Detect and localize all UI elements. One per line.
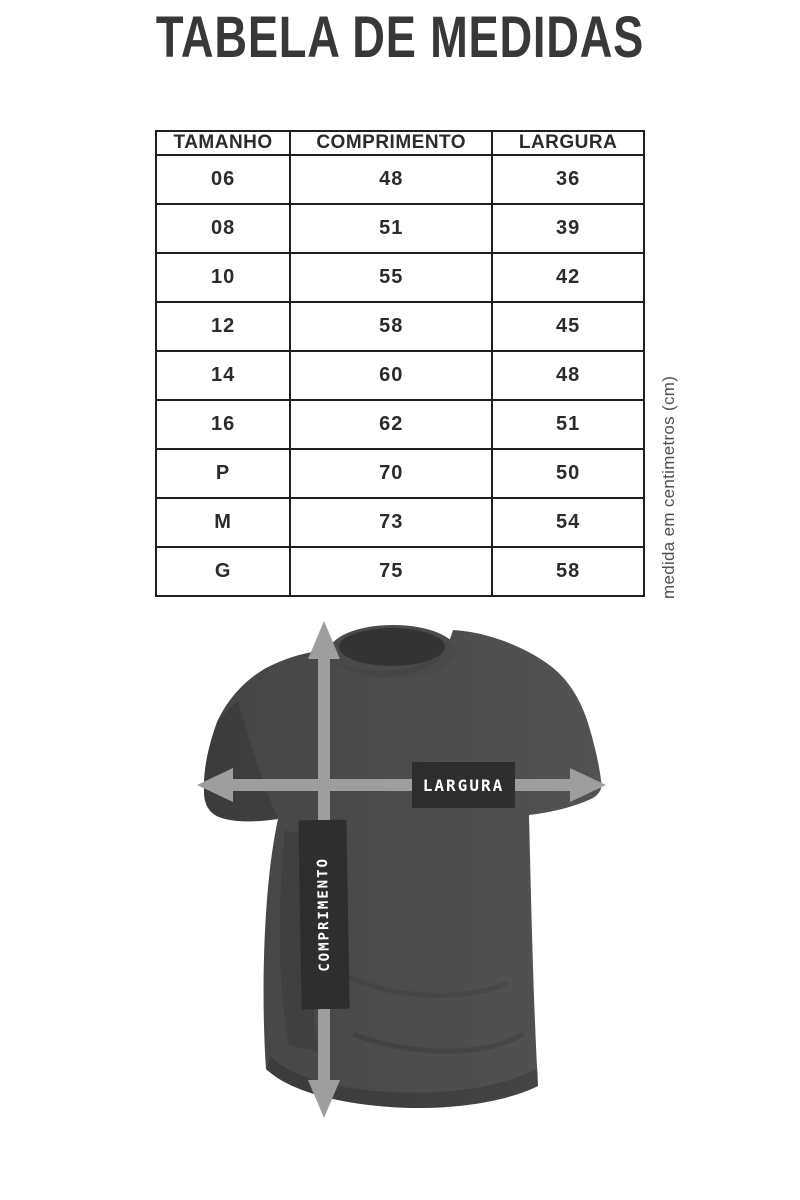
length-cell: 58 [289, 301, 494, 352]
length-cell: 73 [289, 497, 494, 548]
length-cell: 70 [289, 448, 494, 499]
wrinkle-1 [352, 1032, 525, 1054]
shade-hem [266, 1057, 538, 1109]
shirt-collar-opening [339, 628, 445, 666]
width-cell: 45 [491, 301, 645, 352]
size-cell: 06 [154, 154, 292, 205]
width-cell: 39 [491, 203, 645, 254]
width-cell: 58 [491, 546, 645, 597]
largura-label: LARGURA [412, 762, 515, 808]
table-row: M 73 54 [154, 497, 645, 548]
table-row: 16 62 51 [154, 399, 645, 450]
width-cell: 51 [491, 399, 645, 450]
size-cell: 12 [154, 301, 292, 352]
table-header-row: TAMANHO COMPRIMENTO LARGURA [154, 130, 645, 156]
length-cell: 75 [289, 546, 494, 597]
header-comprimento: COMPRIMENTO [289, 130, 494, 156]
header-tamanho: TAMANHO [154, 130, 292, 156]
wrinkle-2 [347, 975, 509, 998]
table-row: 06 48 36 [154, 154, 645, 205]
table-row: 14 60 48 [154, 350, 645, 401]
size-cell: 16 [154, 399, 292, 450]
length-cell: 60 [289, 350, 494, 401]
width-cell: 42 [491, 252, 645, 303]
size-cell: 08 [154, 203, 292, 254]
length-cell: 51 [289, 203, 494, 254]
page-title: TABELA DE MEDIDAS [155, 5, 645, 70]
table-row: 10 55 42 [154, 252, 645, 303]
size-cell: 10 [154, 252, 292, 303]
size-cell: G [154, 546, 292, 597]
width-cell: 36 [491, 154, 645, 205]
width-cell: 48 [491, 350, 645, 401]
table-row: 08 51 39 [154, 203, 645, 254]
size-cell: M [154, 497, 292, 548]
comprimento-label: COMPRIMENTO [298, 819, 350, 1010]
length-cell: 55 [289, 252, 494, 303]
length-cell: 48 [289, 154, 494, 205]
comprimento-label-text: COMPRIMENTO [315, 857, 333, 972]
size-table: TAMANHO COMPRIMENTO LARGURA 06 48 36 08 … [154, 130, 645, 597]
shade-under-collar [330, 648, 455, 678]
table-row: 12 58 45 [154, 301, 645, 352]
width-cell: 50 [491, 448, 645, 499]
header-largura: LARGURA [491, 130, 645, 156]
size-cell: P [154, 448, 292, 499]
table-row: P 70 50 [154, 448, 645, 499]
length-cell: 62 [289, 399, 494, 450]
table-row: G 75 58 [154, 546, 645, 597]
shirt-body [203, 630, 602, 1109]
size-cell: 14 [154, 350, 292, 401]
largura-label-text: LARGURA [422, 775, 505, 795]
width-cell: 54 [491, 497, 645, 548]
